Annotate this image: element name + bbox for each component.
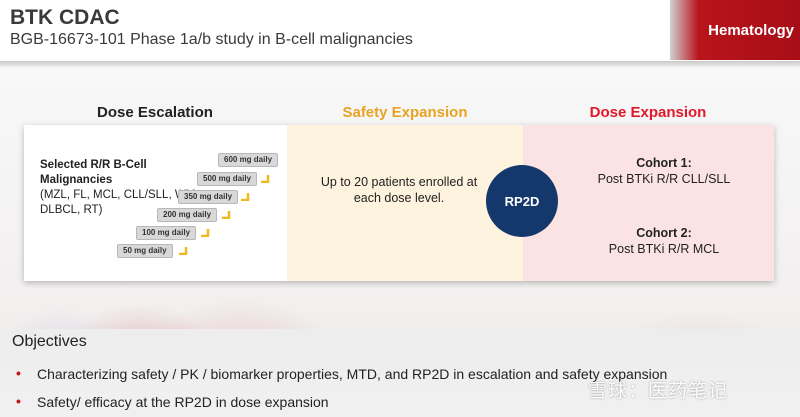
step-arrow-icon	[179, 247, 188, 255]
objectives-band	[0, 329, 800, 417]
cohort-2-desc: Post BTKi R/R MCL	[608, 242, 720, 256]
heading-safety-expansion: Safety Expansion	[342, 104, 468, 121]
cohort-2-title: Cohort 2:	[636, 226, 692, 240]
step-arrow-icon	[201, 229, 210, 237]
study-design-panel: Selected R/R B-Cell Malignancies (MZL, F…	[24, 125, 774, 281]
bullet-icon: •	[16, 365, 21, 381]
objective-item-2: Safety/ efficacy at the RP2D in dose exp…	[37, 394, 329, 410]
objectives-title: Objectives	[12, 333, 87, 350]
heading-dose-expansion: Dose Expansion	[589, 104, 707, 121]
dose-step-350: 350 mg daily	[178, 190, 239, 204]
safety-expansion-text: Up to 20 patients enrolled at each dose …	[320, 175, 478, 205]
step-arrow-icon	[222, 211, 231, 219]
bullet-icon: •	[16, 393, 21, 409]
selected-list: (MZL, FL, MCL, CLL/SLL, WM, DLBCL, RT)	[40, 189, 199, 216]
dose-step-200: 200 mg daily	[157, 208, 218, 222]
step-arrow-icon	[241, 193, 250, 201]
step-arrow-icon	[261, 175, 270, 183]
header-divider	[0, 61, 800, 67]
rp2d-circle: RP2D	[486, 165, 558, 237]
dose-step-500: 500 mg daily	[197, 172, 258, 186]
dose-step-600: 600 mg daily	[218, 153, 279, 167]
objective-item-1: Characterizing safety / PK / biomarker p…	[37, 366, 668, 382]
cohort-1: Cohort 1: Post BTKi R/R CLL/SLL	[564, 155, 764, 187]
cohort-2: Cohort 2: Post BTKi R/R MCL	[564, 225, 764, 257]
hematology-tag: Hematology	[670, 0, 800, 60]
slide-title: BTK CDAC	[10, 6, 120, 29]
selected-malignancies: Selected R/R B-Cell Malignancies (MZL, F…	[40, 158, 200, 218]
expansion-zone	[523, 125, 774, 281]
selected-title-line2: Malignancies	[40, 174, 113, 186]
safety-zone	[287, 125, 523, 281]
cohort-1-desc: Post BTKi R/R CLL/SLL	[597, 172, 731, 186]
watermark: 雪球：医药笔记	[588, 381, 729, 402]
heading-dose-escalation: Dose Escalation	[97, 104, 213, 121]
cohort-1-title: Cohort 1:	[636, 156, 692, 170]
slide-subtitle: BGB-16673-101 Phase 1a/b study in B-cell…	[10, 31, 413, 48]
dose-step-50: 50 mg daily	[117, 244, 173, 258]
dose-step-100: 100 mg daily	[136, 226, 197, 240]
selected-title-line1: Selected R/R B-Cell	[40, 159, 147, 171]
